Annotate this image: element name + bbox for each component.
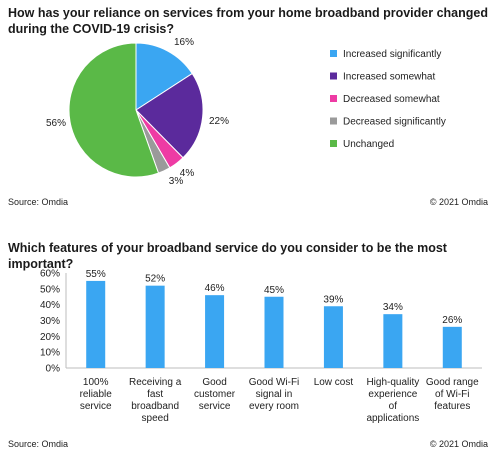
bar-chart-title: Which features of your broadband service… xyxy=(8,241,447,271)
y-tick-label: 20% xyxy=(40,332,60,343)
x-category-label: Good range of Wi-Fi features xyxy=(426,377,479,412)
legend-entry-decreased-significantly: Decreased significantly xyxy=(343,117,446,128)
bar-data-label: 34% xyxy=(383,302,403,313)
bar-1 xyxy=(86,280,106,368)
x-category-label-line: reliable xyxy=(80,389,113,400)
bar-4 xyxy=(264,296,284,368)
bar-source-note: Source: Omdia xyxy=(8,439,69,449)
bar-3 xyxy=(205,295,225,368)
legend-entry-decreased-somewhat: Decreased somewhat xyxy=(343,94,440,105)
bar-5 xyxy=(323,306,343,368)
x-category-label: 100% reliable service xyxy=(80,377,113,412)
x-category-label-line: Good Wi-Fi xyxy=(249,377,300,388)
x-category-label-line: customer xyxy=(194,389,236,400)
legend-swatch-decreased-somewhat xyxy=(330,95,337,102)
legend-swatch-decreased-significantly xyxy=(330,117,337,125)
y-tick-label: 30% xyxy=(40,316,60,327)
pie-slice-increased-somewhat xyxy=(135,72,204,159)
bar-data-label: 52% xyxy=(145,274,165,285)
y-tick-label: 50% xyxy=(40,284,60,295)
pie-slice-increased-significantly xyxy=(135,42,193,111)
x-category-label-line: Good xyxy=(202,377,226,388)
pie-copyright: © 2021 Omdia xyxy=(429,197,488,207)
x-category-label: High-quality experience of applications xyxy=(366,377,419,424)
bar-copyright: © 2021 Omdia xyxy=(429,439,488,449)
x-category-label-line: 100% xyxy=(83,377,109,388)
y-tick-label: 40% xyxy=(40,300,60,311)
legend-swatch-unchanged xyxy=(330,140,337,147)
y-tick-label: 60% xyxy=(40,269,60,280)
x-category-label-line: features xyxy=(434,401,470,412)
pie-label-increased-significantly: 16% xyxy=(174,37,194,48)
x-category-label: Good customer service xyxy=(194,377,236,412)
y-tick-label: 0% xyxy=(46,364,61,375)
x-category-label-line: speed xyxy=(142,413,169,424)
legend-entry-unchanged: Unchanged xyxy=(343,139,394,150)
x-category-label-line: Good range xyxy=(426,377,479,388)
bar-6 xyxy=(383,314,403,368)
pie-chart-title: How has your reliance on services from y… xyxy=(8,6,488,36)
legend-entry-increased-somewhat: Increased somewhat xyxy=(343,72,435,83)
pie-label-unchanged: 56% xyxy=(46,118,66,129)
x-category-label-line: Receiving a xyxy=(129,377,182,388)
pie-slice-unchanged xyxy=(68,42,160,178)
x-category-label-line: of xyxy=(389,401,398,412)
x-category-label-line: applications xyxy=(366,413,419,424)
x-category-label: Receiving a fast broadband speed xyxy=(129,377,182,424)
bar-7 xyxy=(442,326,462,368)
pie-source-note: Source: Omdia xyxy=(8,197,69,207)
x-category-label-line: experience xyxy=(368,389,417,400)
pie-label-increased-somewhat: 22% xyxy=(209,116,229,127)
x-category-label-line: Low cost xyxy=(314,377,354,388)
x-category-label-line: service xyxy=(80,401,112,412)
x-category-label-line: High-quality xyxy=(366,377,419,388)
x-category-label-line: of Wi-Fi xyxy=(435,389,469,400)
bar-2 xyxy=(145,285,165,368)
bar-data-label: 46% xyxy=(205,283,225,294)
legend-entry-increased-significantly: Increased significantly xyxy=(343,49,441,60)
legend-swatch-increased-somewhat xyxy=(330,72,337,80)
x-category-label-line: every room xyxy=(249,401,299,412)
legend-swatch-increased-significantly xyxy=(330,50,337,57)
x-category-label-line: fast xyxy=(147,389,163,400)
bar-data-label: 26% xyxy=(442,315,462,326)
pie-label-decreased-significantly: 3% xyxy=(169,176,184,187)
bar-data-label: 45% xyxy=(264,285,284,296)
bar-data-label: 39% xyxy=(323,294,343,305)
x-category-label-line: broadband xyxy=(131,401,179,412)
x-category-label-line: service xyxy=(199,401,231,412)
bar-data-label: 55% xyxy=(86,269,106,280)
x-category-label: Good Wi-Fi signal in every room xyxy=(249,377,300,412)
pie-label-decreased-somewhat: 4% xyxy=(180,168,195,179)
x-category-label-line: signal in xyxy=(256,389,293,400)
x-category-label: Low cost xyxy=(314,377,354,388)
y-tick-label: 10% xyxy=(40,348,60,359)
